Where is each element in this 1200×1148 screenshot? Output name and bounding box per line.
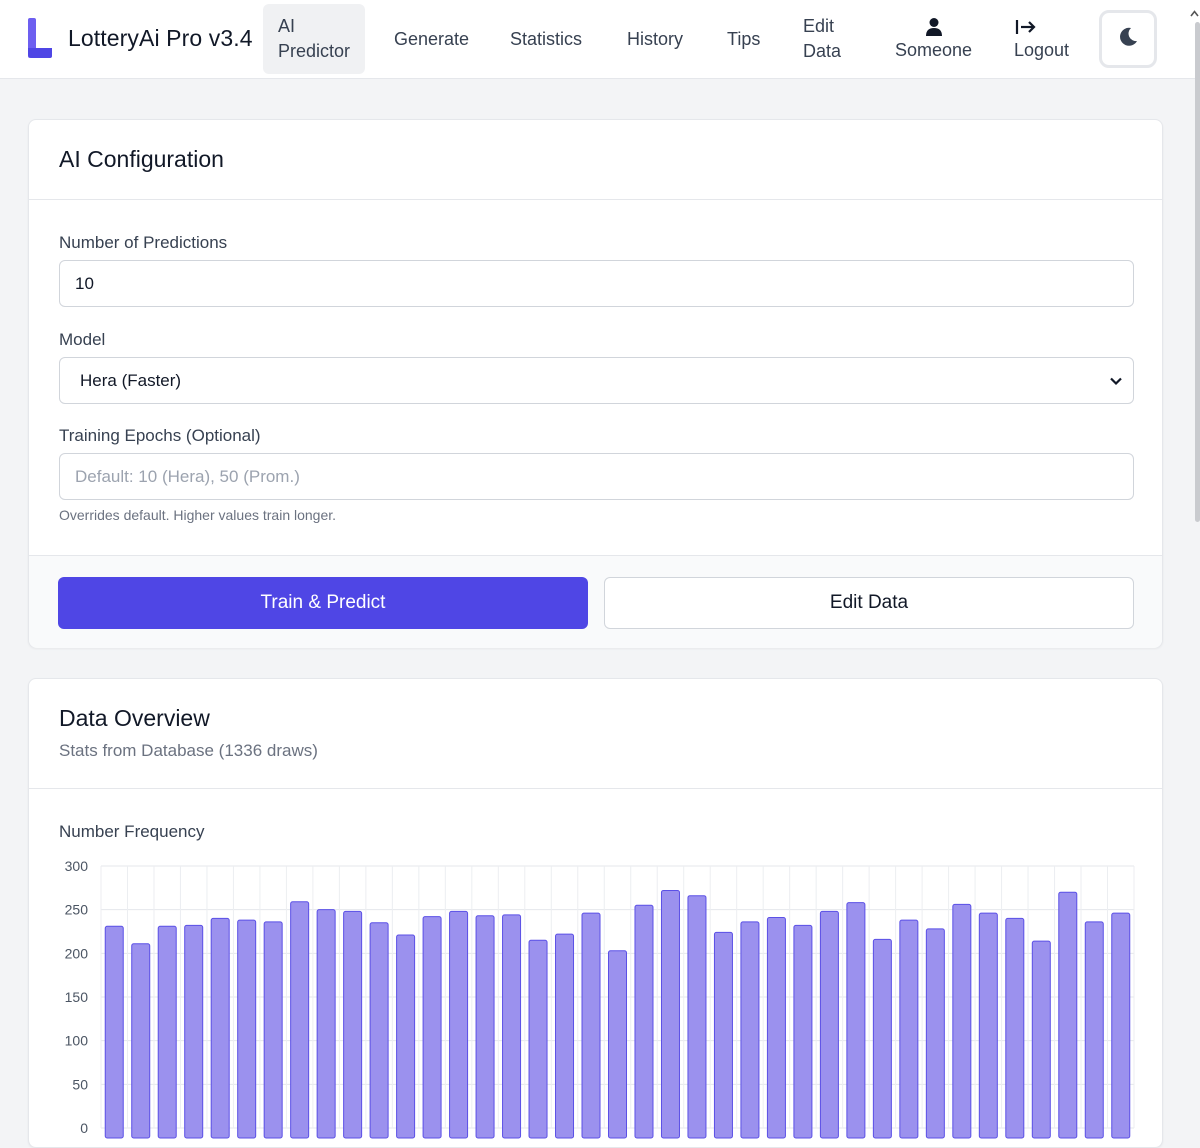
frequency-bar[interactable] (157, 925, 177, 1139)
frequency-bar[interactable] (396, 934, 416, 1139)
nav-logout[interactable]: Logout (1014, 4, 1069, 74)
frequency-bar[interactable] (290, 901, 310, 1139)
nav-history[interactable]: History (627, 4, 683, 74)
nav-generate[interactable]: Generate (394, 4, 469, 74)
y-tick-label: 300 (65, 858, 89, 874)
frequency-bar[interactable] (872, 938, 892, 1139)
frequency-bar[interactable] (713, 931, 733, 1139)
nav-tips-label: Tips (727, 28, 761, 49)
data-overview-title: Data Overview (59, 705, 210, 731)
scrollbar-up-arrow-icon[interactable] (1190, 4, 1199, 22)
frequency-bar[interactable] (607, 950, 628, 1139)
nav-edit-data-line1: Edit (803, 16, 835, 36)
frequency-bar[interactable] (104, 925, 124, 1139)
nav-ai-predictor[interactable]: AI Predictor (263, 4, 366, 74)
ai-configuration-card: AI Configuration Number of Predictions M… (28, 119, 1163, 648)
frequency-bar[interactable] (343, 910, 363, 1139)
chart-title: Number Frequency (59, 822, 205, 841)
frequency-bar[interactable] (793, 924, 813, 1139)
frequency-bar[interactable] (1058, 891, 1078, 1139)
epochs-label: Training Epochs (Optional) (59, 426, 261, 445)
frequency-bar[interactable] (925, 928, 945, 1139)
moon-icon (1117, 26, 1139, 53)
predictions-label: Number of Predictions (59, 233, 228, 252)
nav-tips[interactable]: Tips (727, 4, 760, 74)
nav-ai-predictor-line2: Predictor (278, 41, 351, 61)
data-overview-card: Data Overview Stats from Database (1336 … (28, 678, 1163, 1148)
frequency-bar[interactable] (131, 943, 151, 1139)
frequency-bar[interactable] (581, 912, 601, 1139)
frequency-bar[interactable] (475, 915, 495, 1139)
model-select-value: Hera (Faster) (80, 370, 182, 390)
frequency-bar[interactable] (369, 922, 389, 1139)
frequency-bar[interactable] (899, 919, 919, 1139)
scrollbar-thumb[interactable] (1195, 22, 1200, 522)
frequency-bar[interactable] (237, 919, 257, 1139)
number-frequency-chart: 0 50 100 150 200 250 300 (65, 858, 1135, 1139)
frequency-bar[interactable] (502, 914, 522, 1139)
frequency-bar[interactable] (422, 916, 442, 1139)
frequency-bar[interactable] (1005, 917, 1025, 1139)
nav-statistics-label: Statistics (510, 28, 583, 49)
nav-generate-label: Generate (394, 28, 470, 49)
frequency-bar[interactable] (660, 889, 680, 1139)
frequency-bar[interactable] (1084, 921, 1104, 1139)
nav-user[interactable]: Someone (895, 4, 972, 74)
frequency-bar[interactable] (555, 933, 575, 1139)
theme-toggle-button[interactable] (1099, 10, 1157, 68)
ai-configuration-footer: Train & Predict Edit Data (29, 555, 1162, 648)
top-navbar: LotteryAi Pro v3.4 AI Predictor Generate… (0, 0, 1200, 79)
app-title: LotteryAi Pro v3.4 (68, 24, 253, 51)
frequency-bar[interactable] (846, 902, 866, 1139)
y-tick-label: 100 (65, 1033, 89, 1049)
predictions-input[interactable] (59, 260, 1134, 307)
nav-ai-predictor-line1: AI (278, 16, 296, 36)
chevron-down-icon (1109, 371, 1123, 391)
frequency-bar[interactable] (978, 912, 998, 1139)
frequency-bar[interactable] (687, 895, 707, 1139)
epochs-input[interactable] (59, 453, 1134, 500)
frequency-bar[interactable] (1111, 912, 1131, 1139)
y-tick-label: 0 (80, 1120, 88, 1136)
model-select[interactable]: Hera (Faster) (59, 357, 1134, 404)
frequency-bar[interactable] (528, 939, 548, 1139)
model-label: Model (59, 330, 106, 349)
y-tick-label: 250 (65, 902, 89, 918)
nav-statistics[interactable]: Statistics (510, 4, 582, 74)
edit-data-button[interactable]: Edit Data (604, 577, 1134, 629)
brand-logo-icon (26, 18, 54, 58)
frequency-bar[interactable] (1031, 940, 1051, 1139)
nav-edit-data-line2: Data (803, 41, 842, 61)
frequency-bar[interactable] (184, 924, 204, 1139)
train-predict-button[interactable]: Train & Predict (58, 577, 588, 629)
data-overview-header: Data Overview Stats from Database (1336 … (29, 679, 1162, 789)
data-overview-subtitle: Stats from Database (1336 draws) (59, 741, 318, 760)
epochs-hint: Overrides default. Higher values train l… (59, 507, 337, 523)
frequency-bar[interactable] (634, 904, 654, 1139)
frequency-bar[interactable] (819, 910, 839, 1139)
y-tick-label: 150 (65, 989, 89, 1005)
logout-icon (1014, 16, 1038, 38)
frequency-bar[interactable] (952, 903, 972, 1139)
ai-configuration-header: AI Configuration (29, 120, 1162, 200)
frequency-bar[interactable] (740, 921, 760, 1139)
y-tick-label: 200 (65, 945, 89, 961)
frequency-bar[interactable] (449, 910, 469, 1139)
nav-history-label: History (627, 28, 684, 49)
y-tick-label: 50 (72, 1076, 88, 1092)
nav-logout-label: Logout (1014, 39, 1070, 60)
user-icon (924, 16, 944, 38)
frequency-bar[interactable] (210, 917, 230, 1139)
nav-edit-data[interactable]: Edit Data (803, 4, 841, 74)
brand[interactable]: LotteryAi Pro v3.4 (26, 18, 253, 58)
frequency-bar[interactable] (263, 921, 283, 1139)
frequency-bar[interactable] (316, 909, 336, 1139)
ai-configuration-title: AI Configuration (59, 146, 224, 172)
frequency-bar[interactable] (766, 917, 786, 1139)
nav-user-label: Someone (895, 39, 973, 60)
